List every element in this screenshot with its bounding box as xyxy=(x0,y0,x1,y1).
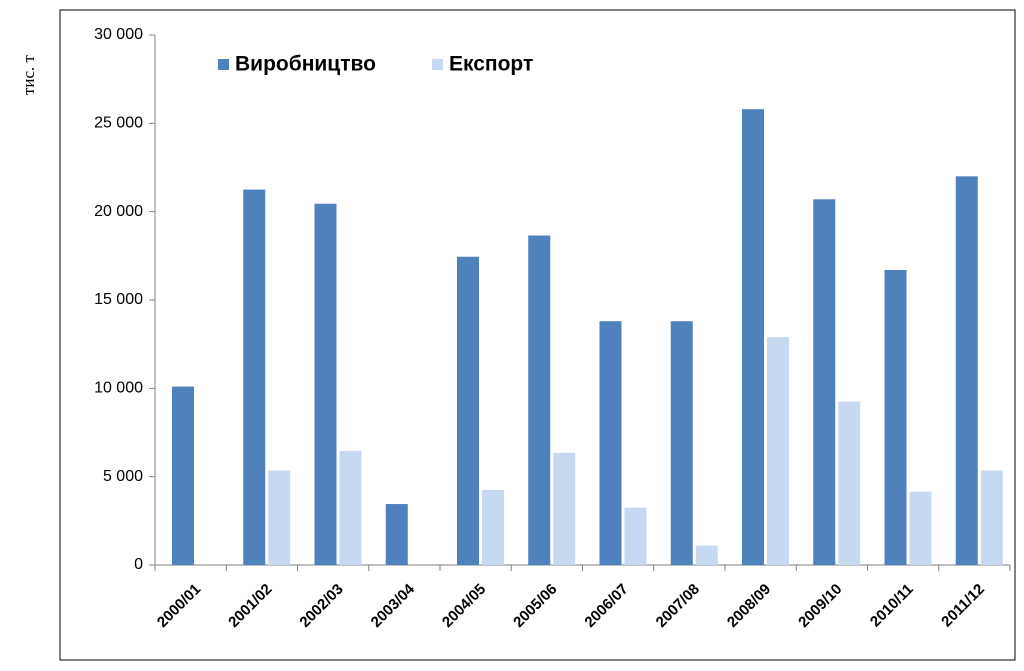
x-tick-label: 2002/03 xyxy=(296,581,346,631)
bar xyxy=(243,189,266,566)
chart-frame xyxy=(59,9,1016,661)
bar xyxy=(528,235,551,565)
y-tick-label: 5 000 xyxy=(103,468,143,485)
bar xyxy=(670,321,693,565)
bar xyxy=(742,109,764,565)
y-tick-label: 0 xyxy=(134,556,143,573)
bar xyxy=(599,321,622,565)
bar xyxy=(909,491,932,565)
y-tick-label: 20 000 xyxy=(94,203,143,220)
bar xyxy=(838,401,861,565)
bar xyxy=(767,337,789,565)
legend-swatch xyxy=(218,59,229,70)
bar xyxy=(624,507,647,565)
bar xyxy=(813,199,836,566)
x-tick-label: 2008/09 xyxy=(724,581,774,631)
bar xyxy=(884,269,907,565)
legend-label: Виробництво xyxy=(235,53,376,76)
bar xyxy=(339,451,362,565)
x-tick-label: 2001/02 xyxy=(225,581,275,631)
bar xyxy=(385,504,408,565)
y-tick-label: 15 000 xyxy=(94,291,143,308)
bar xyxy=(980,470,1003,565)
bar xyxy=(268,470,291,565)
bar xyxy=(955,176,978,566)
x-tick-label: 2010/11 xyxy=(867,581,917,631)
bar xyxy=(172,386,194,565)
x-tick-label: 2005/06 xyxy=(510,581,560,631)
x-tick-label: 2000/01 xyxy=(154,581,204,631)
y-tick-label: 10 000 xyxy=(94,380,143,397)
x-tick-label: 2004/05 xyxy=(439,581,489,631)
bar xyxy=(457,256,479,565)
y-tick-label: 25 000 xyxy=(94,115,143,132)
x-tick-label: 2011/12 xyxy=(938,581,988,631)
legend-label: Експорт xyxy=(449,53,533,76)
bar xyxy=(314,203,337,565)
x-tick-label: 2009/10 xyxy=(795,581,845,631)
y-axis-title: тис. т xyxy=(19,54,38,95)
legend-swatch xyxy=(432,59,443,70)
y-tick-label: 30 000 xyxy=(94,26,143,43)
x-tick-label: 2007/08 xyxy=(653,581,703,631)
x-tick-label: 2003/04 xyxy=(368,580,419,631)
bar xyxy=(553,452,576,565)
bar xyxy=(482,489,504,565)
x-tick-label: 2006/07 xyxy=(581,581,631,631)
bar xyxy=(695,545,718,565)
